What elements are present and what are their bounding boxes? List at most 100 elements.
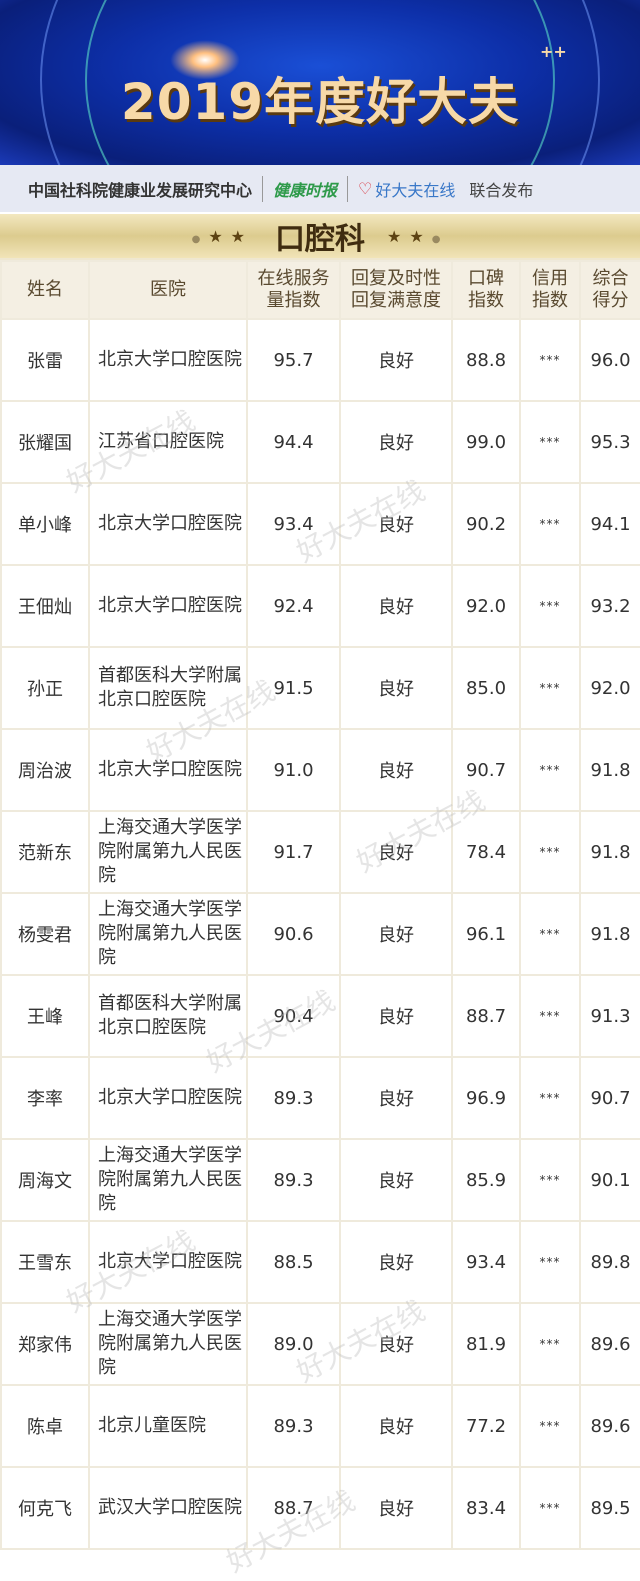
- doctor-name: 周海文: [0, 1138, 90, 1222]
- credit-index: ***: [519, 728, 581, 812]
- online-service-index: 89.3: [246, 1138, 341, 1222]
- reputation-index: 92.0: [451, 564, 521, 648]
- table-row: 王雪东 北京大学口腔医院 88.5 良好 93.4 *** 89.8: [0, 1220, 640, 1304]
- column-header: 口碑指数: [451, 260, 521, 320]
- response-rating: 良好: [339, 318, 453, 402]
- table-row: 李率 北京大学口腔医院 89.3 良好 96.9 *** 90.7: [0, 1056, 640, 1140]
- hospital: 首都医科大学附属北京口腔医院: [88, 646, 248, 730]
- reputation-index: 90.2: [451, 482, 521, 566]
- banner-title: 2019年度好大夫: [120, 73, 520, 131]
- column-header-text: 在线服务: [257, 268, 330, 289]
- total-score: 89.6: [579, 1302, 640, 1386]
- table-row: 王峰 首都医科大学附属北京口腔医院 90.4 良好 88.7 *** 91.3: [0, 974, 640, 1058]
- sparkle-icon: ++: [540, 42, 567, 61]
- credit-index: ***: [519, 1138, 581, 1222]
- reputation-index: 99.0: [451, 400, 521, 484]
- response-rating: 良好: [339, 482, 453, 566]
- hospital: 北京大学口腔医院: [88, 1056, 248, 1140]
- heart-logo-icon: ♡: [358, 179, 373, 198]
- response-rating: 良好: [339, 1466, 453, 1550]
- joint-release-label: 联合发布: [469, 180, 534, 200]
- doctor-name: 单小峰: [0, 482, 90, 566]
- column-header-text: 综合得分: [592, 268, 629, 311]
- reputation-index: 90.7: [451, 728, 521, 812]
- hospital: 上海交通大学医学院附属第九人民医院: [88, 810, 248, 894]
- table-row: 杨雯君 上海交通大学医学院附属第九人民医院 90.6 良好 96.1 *** 91.8: [0, 892, 640, 976]
- hospital: 上海交通大学医学院附属第九人民医院: [88, 892, 248, 976]
- table-row: 何克飞 武汉大学口腔医院 88.7 良好 83.4 *** 89.5: [0, 1466, 640, 1550]
- total-score: 91.8: [579, 892, 640, 976]
- reputation-index: 85.0: [451, 646, 521, 730]
- ranking-table: 姓名 医院 在线服务 量指数 回复及时性 回复满意度 口碑指数 信用指数 综合得分 张雷 北京大学…: [0, 260, 640, 1550]
- doctor-name: 周治波: [0, 728, 90, 812]
- total-score: 95.3: [579, 400, 640, 484]
- response-rating: 良好: [339, 1056, 453, 1140]
- response-rating: 良好: [339, 810, 453, 894]
- online-service-index: 91.0: [246, 728, 341, 812]
- doctor-name: 王佃灿: [0, 564, 90, 648]
- doctor-name: 杨雯君: [0, 892, 90, 976]
- hdf-logo: 好大夫在线: [375, 180, 456, 200]
- column-header-text: 口碑指数: [467, 268, 504, 311]
- online-service-index: 91.5: [246, 646, 341, 730]
- online-service-index: 89.0: [246, 1302, 341, 1386]
- credit-index: ***: [519, 400, 581, 484]
- reputation-index: 78.4: [451, 810, 521, 894]
- hospital: 北京儿童医院: [88, 1384, 248, 1468]
- doctor-name: 孙正: [0, 646, 90, 730]
- total-score: 92.0: [579, 646, 640, 730]
- credit-index: ***: [519, 1302, 581, 1386]
- section-header: ●★★ 口腔科 ★★●: [0, 212, 640, 260]
- credit-index: ***: [519, 892, 581, 976]
- column-header-text: 医院: [150, 279, 186, 300]
- credit-index: ***: [519, 482, 581, 566]
- response-rating: 良好: [339, 564, 453, 648]
- response-rating: 良好: [339, 646, 453, 730]
- reputation-index: 85.9: [451, 1138, 521, 1222]
- response-rating: 良好: [339, 1138, 453, 1222]
- jkb-logo: 健康时报: [273, 180, 338, 200]
- total-score: 91.8: [579, 728, 640, 812]
- credit-index: ***: [519, 974, 581, 1058]
- column-header: 回复及时性 回复满意度: [339, 260, 453, 320]
- column-header: 综合得分: [579, 260, 640, 320]
- total-score: 89.6: [579, 1384, 640, 1468]
- reputation-index: 93.4: [451, 1220, 521, 1304]
- column-header-text: 信用指数: [531, 268, 568, 311]
- total-score: 91.8: [579, 810, 640, 894]
- credit-index: ***: [519, 1466, 581, 1550]
- credit-index: ***: [519, 1056, 581, 1140]
- online-service-index: 94.4: [246, 400, 341, 484]
- online-service-index: 91.7: [246, 810, 341, 894]
- hospital: 北京大学口腔医院: [88, 318, 248, 402]
- doctor-name: 王峰: [0, 974, 90, 1058]
- doctor-name: 王雪东: [0, 1220, 90, 1304]
- reputation-index: 81.9: [451, 1302, 521, 1386]
- hospital: 北京大学口腔医院: [88, 1220, 248, 1304]
- response-rating: 良好: [339, 892, 453, 976]
- response-rating: 良好: [339, 974, 453, 1058]
- table-row: 范新东 上海交通大学医学院附属第九人民医院 91.7 良好 78.4 *** 91.8: [0, 810, 640, 894]
- publisher-bar: 中国社科院健康业发展研究中心 健康时报 ♡ 好大夫在线 联合发布: [0, 165, 640, 212]
- credit-index: ***: [519, 810, 581, 894]
- online-service-index: 89.3: [246, 1056, 341, 1140]
- reputation-index: 88.8: [451, 318, 521, 402]
- total-score: 93.2: [579, 564, 640, 648]
- star-icon: ★★●: [387, 226, 449, 246]
- divider: [347, 175, 349, 202]
- credit-index: ***: [519, 1384, 581, 1468]
- online-service-index: 95.7: [246, 318, 341, 402]
- total-score: 89.8: [579, 1220, 640, 1304]
- section-title: 口腔科: [275, 222, 365, 257]
- hospital: 江苏省口腔医院: [88, 400, 248, 484]
- online-service-index: 89.3: [246, 1384, 341, 1468]
- hospital: 武汉大学口腔医院: [88, 1466, 248, 1550]
- table-row: 单小峰 北京大学口腔医院 93.4 良好 90.2 *** 94.1: [0, 482, 640, 566]
- reputation-index: 96.1: [451, 892, 521, 976]
- star-icon: ●★★: [191, 226, 253, 246]
- table-row: 郑家伟 上海交通大学医学院附属第九人民医院 89.0 良好 81.9 *** 89.6: [0, 1302, 640, 1386]
- response-rating: 良好: [339, 1302, 453, 1386]
- column-header: 姓名: [0, 260, 90, 320]
- doctor-name: 李率: [0, 1056, 90, 1140]
- reputation-index: 83.4: [451, 1466, 521, 1550]
